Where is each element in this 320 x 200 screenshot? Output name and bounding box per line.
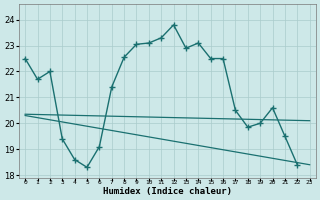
X-axis label: Humidex (Indice chaleur): Humidex (Indice chaleur) bbox=[103, 187, 232, 196]
